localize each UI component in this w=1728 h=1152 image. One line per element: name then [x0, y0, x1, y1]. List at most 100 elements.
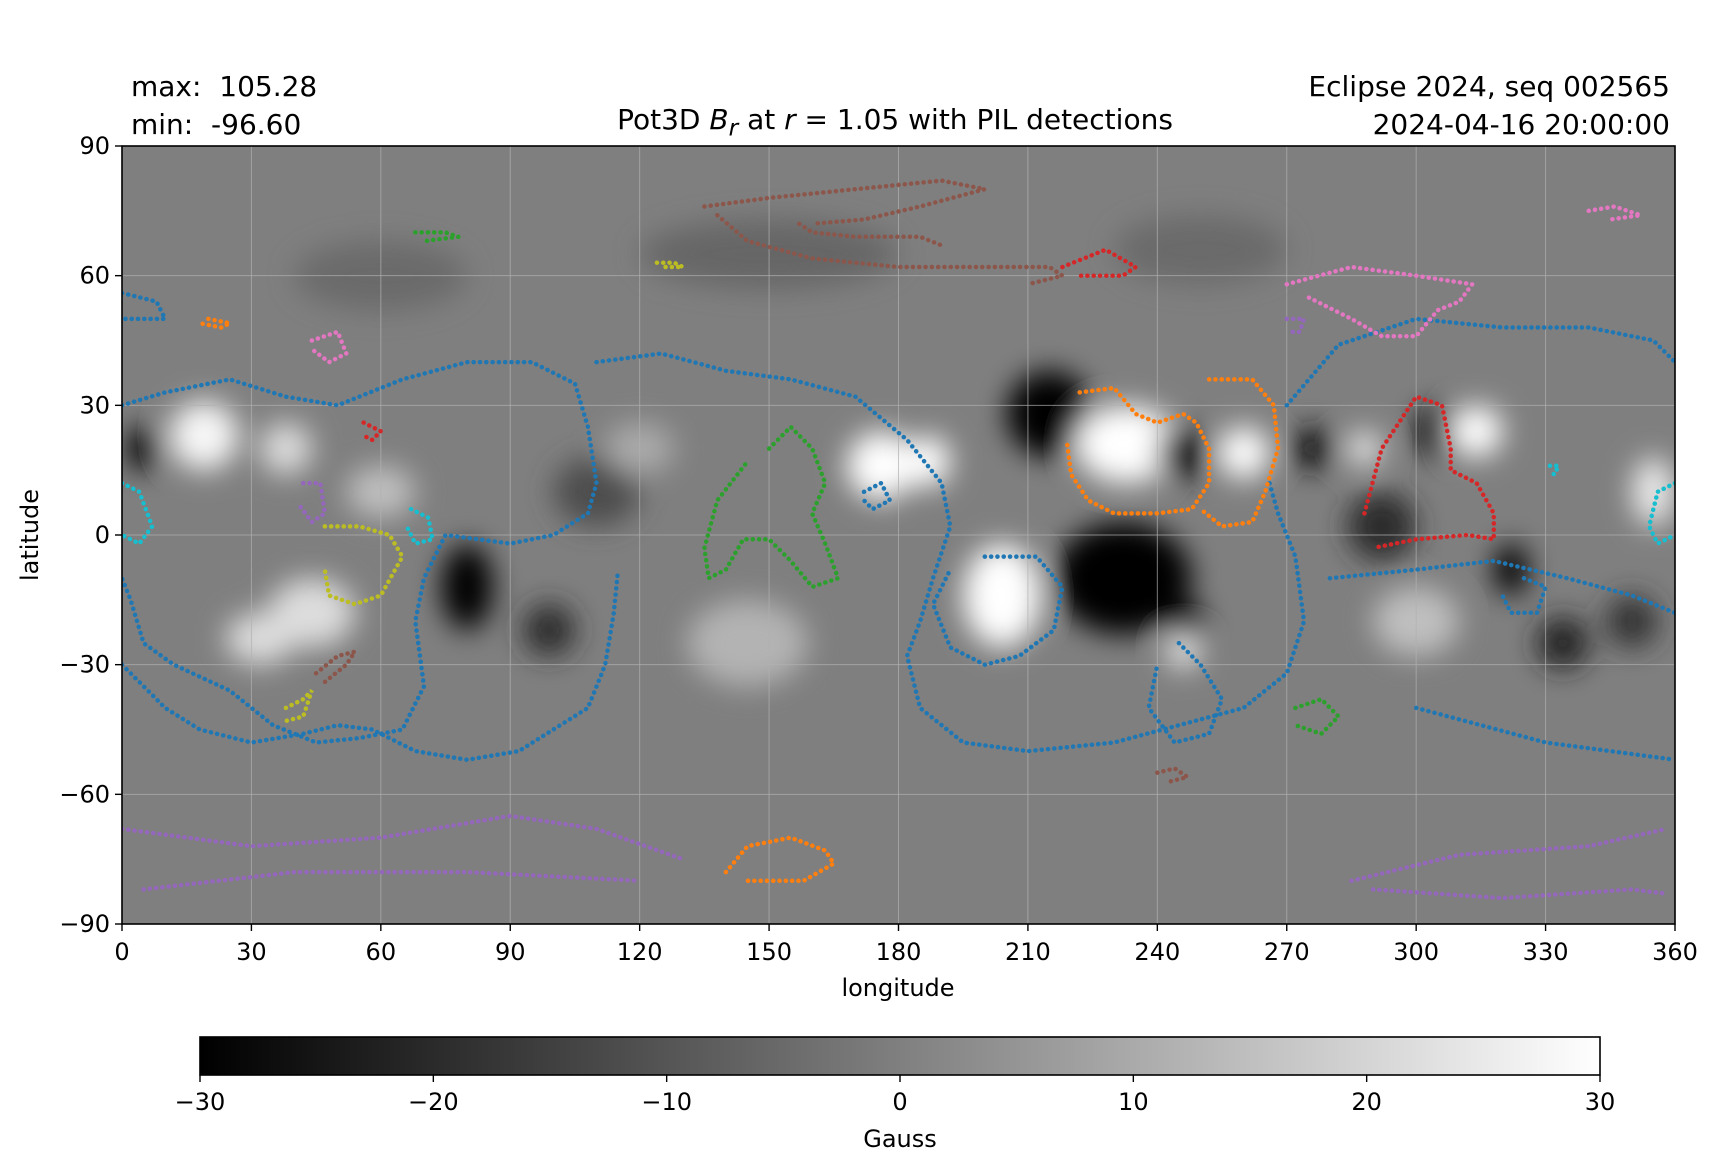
min-value: -96.60: [211, 108, 302, 141]
y-tick-label: 60: [79, 262, 110, 290]
colorbar-tick-label: 10: [1118, 1088, 1149, 1116]
pil-contour: [861, 480, 893, 512]
max-value-line: max: 105.28: [131, 70, 317, 103]
x-tick-label: 360: [1652, 938, 1698, 966]
y-tick-label: −30: [59, 651, 110, 679]
title-r-symbol: r: [784, 103, 796, 136]
pil-contour: [1327, 558, 1675, 616]
event-label: Eclipse 2024, seq 002565: [1308, 70, 1670, 103]
max-label: max:: [131, 70, 202, 103]
title-r-eq: = 1.05: [795, 103, 900, 136]
pil-contour: [313, 648, 360, 685]
field-blob: [169, 401, 239, 471]
field-blob: [963, 543, 1041, 648]
field-blob: [687, 599, 808, 687]
field-blob: [1157, 426, 1210, 479]
axes: 0 30 60 90 120 150 180 210 240 270 300 330 360−90−60…: [59, 132, 1698, 966]
field-blob: [1493, 543, 1529, 596]
field-blob: [1075, 405, 1179, 484]
colorbar-tick-label: −10: [641, 1088, 692, 1116]
pil-contour: [197, 316, 237, 330]
pil-contour: [1293, 696, 1342, 737]
field-blob: [1114, 215, 1287, 285]
y-tick-label: −90: [59, 910, 110, 938]
field-blob: [260, 422, 312, 475]
pil-contour: [1413, 705, 1675, 763]
pil-contour: [1646, 480, 1675, 547]
pil-contour: [141, 869, 642, 892]
pil-contour: [322, 524, 405, 607]
field-blob: [1291, 426, 1335, 471]
field-blob: [1170, 604, 1205, 639]
colorbar-tick-label: −20: [408, 1088, 459, 1116]
pil-contour: [1586, 204, 1642, 222]
pil-contour: [1500, 575, 1549, 616]
pil-contour: [930, 554, 1065, 668]
field-blob: [846, 431, 916, 501]
pil-contour: [702, 178, 986, 227]
x-tick-label: 150: [746, 938, 792, 966]
pil-contour: [122, 813, 686, 862]
title-middle: at: [738, 103, 785, 136]
pil-contour: [1284, 316, 1308, 335]
pil-contour: [122, 359, 599, 745]
pil-detections: [122, 178, 1675, 901]
field-blob: [126, 426, 161, 471]
field-blob: [523, 604, 575, 657]
field-blob: [1536, 617, 1589, 669]
y-tick-label: −60: [59, 780, 110, 808]
field-blob: [553, 457, 640, 527]
y-tick-label: 30: [79, 391, 110, 419]
x-tick-label: 270: [1264, 938, 1310, 966]
pil-contour: [404, 506, 436, 547]
pil-contour: [361, 420, 385, 443]
y-tick-label: 90: [79, 132, 110, 160]
field-blob: [1450, 405, 1503, 458]
colorbar-tick-label: 30: [1585, 1088, 1616, 1116]
colorbar-tick-label: 20: [1351, 1088, 1382, 1116]
colorbar-axis: −30 −20 −10 0 10 20 30: [175, 1075, 1616, 1116]
pil-contour: [1064, 385, 1212, 516]
field-blob: [441, 543, 493, 631]
x-tick-label: 180: [876, 938, 922, 966]
field-blob: [907, 435, 951, 488]
pil-contour: [122, 480, 155, 547]
x-tick-label: 120: [617, 938, 663, 966]
min-label: min:: [131, 108, 194, 141]
pil-contour: [1146, 640, 1225, 746]
x-tick-label: 60: [366, 938, 397, 966]
title-prefix: Pot3D: [617, 103, 710, 136]
x-tick-label: 90: [495, 938, 526, 966]
field-blob: [1347, 431, 1382, 466]
field-blob: [1217, 426, 1270, 479]
pil-contour: [1155, 765, 1193, 784]
title-suffix: with PIL detections: [899, 103, 1173, 136]
pil-contour: [715, 212, 1068, 287]
pil-contour: [654, 260, 684, 270]
pil-contour: [723, 835, 838, 884]
colorbar: [199, 1036, 1601, 1076]
field-blob: [1631, 457, 1675, 527]
x-tick-label: 30: [236, 938, 267, 966]
title-var-sub: r: [728, 113, 739, 142]
pil-contour: [1349, 826, 1669, 884]
colorbar-tick-label: 0: [892, 1088, 907, 1116]
pil-contour: [1284, 264, 1477, 339]
pil-contour: [122, 290, 169, 322]
chart-title: Pot3D Br at r = 1.05 with PIL detections: [0, 103, 1728, 142]
pil-contour: [1370, 887, 1669, 901]
colorbar-tick-label: −30: [175, 1088, 226, 1116]
x-tick-label: 0: [114, 938, 129, 966]
colorbar-label: Gauss: [863, 1125, 937, 1152]
pil-contour: [1362, 394, 1497, 551]
pil-contour: [594, 351, 1307, 754]
x-tick-label: 240: [1134, 938, 1180, 966]
min-value-line: min: -96.60: [131, 108, 301, 141]
pil-contour: [1547, 463, 1563, 479]
pil-contour: [283, 689, 314, 724]
y-axis-label: latitude: [16, 489, 44, 581]
pil-contour: [296, 480, 328, 526]
pil-contour: [797, 221, 944, 248]
field-blob: [225, 612, 295, 665]
pil-contour: [1060, 247, 1141, 278]
